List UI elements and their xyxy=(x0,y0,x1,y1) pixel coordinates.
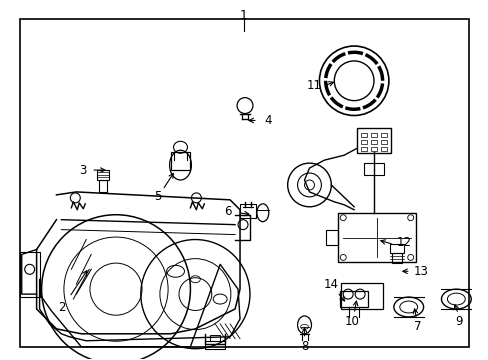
Text: 1: 1 xyxy=(240,9,247,22)
Bar xyxy=(340,291,367,307)
Bar xyxy=(360,147,366,151)
Bar xyxy=(99,180,107,192)
Bar xyxy=(370,140,376,144)
Text: 5: 5 xyxy=(154,190,161,203)
Bar xyxy=(240,204,255,218)
Bar xyxy=(370,147,376,151)
Bar xyxy=(341,283,382,309)
Text: 13: 13 xyxy=(412,265,427,278)
Text: 2: 2 xyxy=(58,301,65,314)
Bar xyxy=(380,140,386,144)
Bar xyxy=(389,243,403,253)
Bar xyxy=(380,133,386,137)
Text: 8: 8 xyxy=(300,340,307,353)
Text: 14: 14 xyxy=(323,278,338,291)
Bar xyxy=(391,253,401,264)
Bar xyxy=(20,252,40,297)
Bar xyxy=(338,213,415,262)
Bar xyxy=(380,147,386,151)
Text: 3: 3 xyxy=(80,163,87,176)
Text: 11: 11 xyxy=(306,79,321,92)
Text: 12: 12 xyxy=(395,236,410,249)
Bar xyxy=(325,230,338,246)
Bar xyxy=(356,128,390,153)
Bar xyxy=(170,152,190,170)
Text: 6: 6 xyxy=(224,205,231,218)
Bar xyxy=(97,170,109,180)
Bar xyxy=(210,335,220,341)
Text: 9: 9 xyxy=(455,315,462,328)
Bar xyxy=(364,163,383,175)
Bar xyxy=(360,133,366,137)
Bar xyxy=(360,140,366,144)
Bar xyxy=(205,341,224,349)
Text: 10: 10 xyxy=(344,315,359,328)
Text: 4: 4 xyxy=(264,114,271,127)
Text: 7: 7 xyxy=(413,320,421,333)
Bar xyxy=(370,133,376,137)
